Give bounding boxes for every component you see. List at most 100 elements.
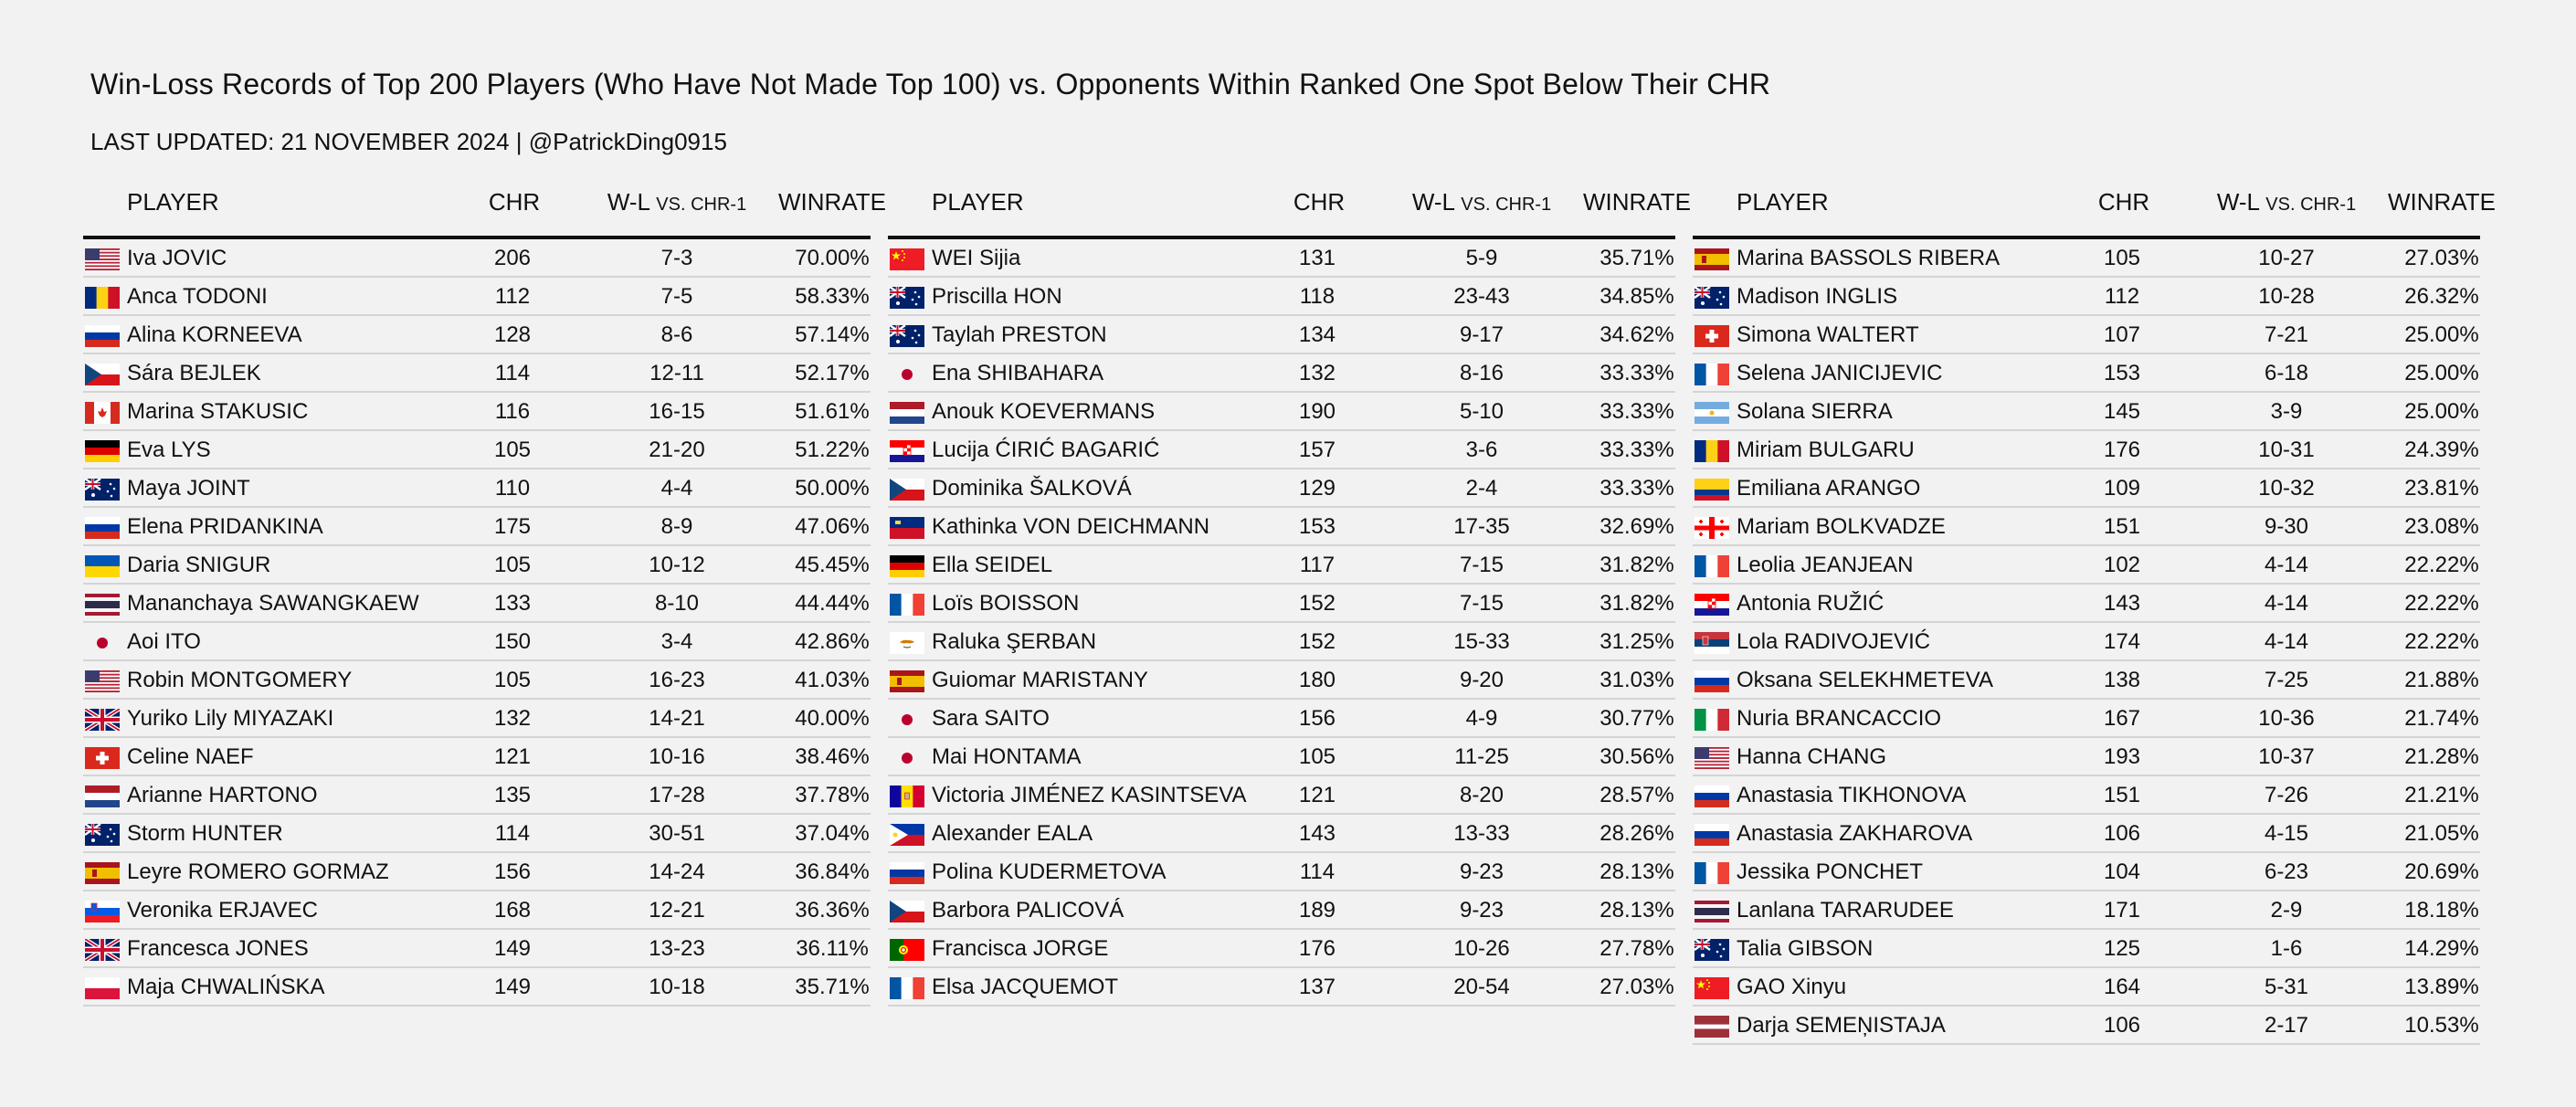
china-flag-icon [890,248,924,270]
winrate-value: 31.82% [1599,553,1674,577]
wl-header-sub: VS. CHR-1 [2265,195,2357,215]
table-row: Raluka ŞERBAN 152 15-33 31.25% [888,623,1675,661]
chr-value: 105 [2103,246,2141,270]
table-row: Elena PRIDANKINA 175 8-9 47.06% [83,508,871,546]
player-name: Polina KUDERMETOVA [932,859,1167,884]
chr-value: 112 [2104,284,2140,309]
chr-value: 149 [493,936,532,961]
france-flag-icon [1694,364,1729,385]
table-row: Ena SHIBAHARA 132 8-16 33.33% [888,354,1675,393]
table-row: Anca TODONI 112 7-5 58.33% [83,278,871,316]
uk-flag-icon [85,709,120,731]
winrate-value: 14.29% [2404,936,2479,961]
player-name: Mariam BOLKVADZE [1737,514,1946,539]
player-name: Marina STAKUSIC [127,399,309,424]
chr-value: 193 [2103,744,2141,769]
chr-value: 174 [2103,629,2141,654]
player-name: Francisca JORGE [932,936,1109,961]
winrate-value: 21.21% [2404,783,2479,807]
chr-value: 121 [493,744,532,769]
winrate-value: 42.86% [795,629,870,654]
player-name: Maya JOINT [127,476,250,501]
latvia-flag-icon [1694,1016,1729,1038]
table-row: Lanlana TARARUDEE 171 2-9 18.18% [1693,891,2480,930]
winrate-value: 58.33% [795,284,870,309]
winrate-value: 30.56% [1599,744,1674,769]
table-row: Jessika PONCHET 104 6-23 20.69% [1693,853,2480,891]
records-table-3: PLAYER CHR W-L VS. CHR-1 WINRATE Marina BASS… [1693,179,2496,1045]
win-loss-value: 17-28 [649,783,705,807]
player-name: Madison INGLIS [1737,284,1898,309]
chr-value: 176 [1298,936,1336,961]
player-name: Aoi ITO [127,629,201,654]
player-column-header: PLAYER [127,188,219,216]
table-row: Marina BASSOLS RIBERA 105 10-27 27.03% [1693,239,2480,278]
slovenia-flag-icon [85,901,120,922]
wl-column-header: W-L VS. CHR-1 [2186,188,2387,216]
win-loss-value: 3-6 [1465,438,1498,462]
chr-value: 112 [494,284,531,309]
player-name: Storm HUNTER [127,821,283,846]
win-loss-value: 6-23 [2264,859,2309,884]
table-row: Nuria BRANCACCIO 167 10-36 21.74% [1693,700,2480,738]
switzerland-flag-icon [1694,325,1729,347]
winrate-value: 22.22% [2404,629,2479,654]
win-loss-value: 14-21 [649,706,705,731]
chr-value: 156 [493,859,532,884]
wl-header-sub: VS. CHR-1 [656,195,747,215]
winrate-value: 45.45% [795,553,870,577]
table-row: Yuriko Lily MIYAZAKI 132 14-21 40.00% [83,700,871,738]
win-loss-value: 5-9 [1465,246,1498,270]
table-row: Mariam BOLKVADZE 151 9-30 23.08% [1693,508,2480,546]
canada-flag-icon [85,402,120,424]
russia-flag-icon [1694,785,1729,807]
winrate-value: 33.33% [1599,361,1674,385]
chr-value: 206 [493,246,532,270]
chr-value: 105 [493,668,532,692]
chr-value: 105 [493,438,532,462]
winrate-value: 35.71% [1599,246,1674,270]
player-name: Talia GIBSON [1737,936,1874,961]
table-row: Hanna CHANG 193 10-37 21.28% [1693,738,2480,776]
winrate-column-header: WINRATE [1583,188,1691,216]
table-row: Francesca JONES 149 13-23 36.11% [83,930,871,968]
player-name: Alina KORNEEVA [127,322,302,347]
win-loss-value: 23-43 [1453,284,1510,309]
win-loss-value: 10-26 [1453,936,1510,961]
table-row: Leolia JEANJEAN 102 4-14 22.22% [1693,546,2480,585]
win-loss-value: 2-9 [2270,898,2303,922]
table-header: PLAYER CHR W-L VS. CHR-1 WINRATE [888,179,1691,239]
table-row: Selena JANICIJEVIC 153 6-18 25.00% [1693,354,2480,393]
poland-flag-icon [85,977,120,999]
win-loss-value: 5-31 [2264,975,2309,999]
chr-value: 114 [494,361,531,385]
chr-value: 145 [2103,399,2141,424]
win-loss-value: 30-51 [649,821,705,846]
player-name: Selena JANICIJEVIC [1737,361,1943,385]
wl-column-header: W-L VS. CHR-1 [576,188,777,216]
win-loss-value: 4-15 [2264,821,2309,846]
player-name: Antonia RUŽIĆ [1737,591,1884,616]
win-loss-value: 9-30 [2264,514,2309,539]
player-name: Eva LYS [127,438,211,462]
table-row: Arianne HARTONO 135 17-28 37.78% [83,776,871,815]
table-row: Miriam BULGARU 176 10-31 24.39% [1693,431,2480,469]
player-name: Robin MONTGOMERY [127,668,353,692]
table-row: Priscilla HON 118 23-43 34.85% [888,278,1675,316]
table-row: Sára BEJLEK 114 12-11 52.17% [83,354,871,393]
table-row: Oksana SELEKHMETEVA 138 7-25 21.88% [1693,661,2480,700]
japan-flag-icon [890,364,924,385]
table-row: Anastasia ZAKHAROVA 106 4-15 21.05% [1693,815,2480,853]
chr-value: 107 [2103,322,2141,347]
germany-flag-icon [85,440,120,462]
player-name: Yuriko Lily MIYAZAKI [127,706,334,731]
table-row: Leyre ROMERO GORMAZ 156 14-24 36.84% [83,853,871,891]
chr-value: 143 [2103,591,2141,616]
player-name: Jessika PONCHET [1737,859,1924,884]
win-loss-value: 3-9 [2270,399,2303,424]
georgia-flag-icon [1694,517,1729,539]
netherlands-flag-icon [890,402,924,424]
chr-value: 175 [493,514,532,539]
win-loss-value: 4-14 [2264,591,2309,616]
win-loss-value: 9-17 [1459,322,1504,347]
